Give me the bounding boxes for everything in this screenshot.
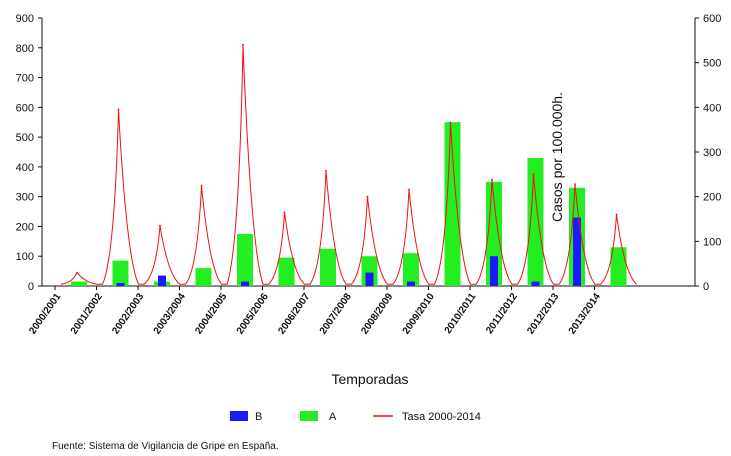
bar-a: [527, 157, 544, 286]
y-tick-label: 900: [16, 13, 34, 25]
series-b-bars: [116, 217, 581, 286]
bar-a: [71, 281, 87, 286]
bar-b: [490, 256, 498, 286]
bar-b: [116, 283, 125, 286]
rate-line-peak-point: [200, 184, 203, 187]
x-tick-label: 2005/2006: [235, 291, 271, 336]
bar-a: [444, 122, 461, 286]
legend-swatch-a: [300, 411, 318, 421]
rate-line-peak-point: [283, 211, 286, 214]
rate-line-peak-point: [366, 195, 369, 198]
chart-axes: 0 100 200 300 400 500 600 700 800 900 0 100 200 300 40…: [16, 13, 722, 293]
bar-b: [241, 281, 249, 286]
rate-line-peak-point: [76, 271, 78, 274]
legend-swatch-b: [230, 411, 248, 421]
y2-tick-label: 400: [703, 102, 721, 114]
x-tick-label: 2002/2003: [110, 291, 146, 336]
legend-label-b: B: [255, 411, 262, 423]
y-tick-label: 0: [28, 281, 34, 293]
rate-line-peak-point: [532, 173, 535, 176]
y-tick-label: 400: [16, 162, 34, 174]
x-axis-label: Temporadas: [331, 371, 408, 387]
y-tick-label: 600: [16, 102, 34, 114]
y-tick-label: 100: [16, 251, 34, 263]
x-tick-label: 2011/2012: [484, 291, 520, 336]
bar-a: [403, 253, 419, 286]
rate-line-peak-point: [574, 183, 576, 186]
legend-label-a: A: [329, 411, 337, 423]
rate-line-peak-point: [159, 224, 161, 227]
y2-tick-label: 100: [703, 236, 721, 248]
rate-line-peak-point: [491, 178, 493, 181]
bar-b: [573, 217, 581, 286]
bar-a: [195, 268, 212, 286]
rate-line-peak-point: [117, 108, 120, 111]
bar-a: [320, 248, 336, 286]
x-tick-label: 2001/2002: [69, 291, 105, 336]
legend: B A Tasa 2000-2014: [230, 411, 481, 423]
y-tick-label: 700: [16, 73, 34, 85]
y2-tick-label: 0: [703, 281, 709, 293]
y2-tick-label: 300: [703, 147, 721, 159]
rate-line-peak-point: [325, 169, 327, 172]
y2-tick-label: 600: [703, 13, 721, 25]
chart-labels: 2000/2001 2001/2002 2002/2003 2003/2004 2004…: [27, 291, 603, 336]
x-tick-label: 2007/2008: [318, 291, 354, 336]
y-tick-label: 200: [16, 221, 34, 233]
x-tick-label: 2008/2009: [359, 291, 395, 336]
x-tick-label: 2010/2011: [443, 291, 479, 336]
x-tick-label: 2003/2004: [152, 291, 188, 336]
bar-b: [531, 281, 540, 286]
series-a-bars: [71, 122, 627, 286]
rate-line-peak-point: [408, 188, 410, 191]
bar-a: [278, 257, 295, 286]
bar-a: [112, 260, 129, 286]
y2-tick-label: 200: [703, 192, 721, 204]
y-tick-label: 800: [16, 43, 34, 55]
x-tick-label: 2009/2010: [401, 291, 437, 336]
bar-b: [158, 275, 166, 286]
y-tick-label: 500: [16, 132, 34, 144]
rate-line-peak-point: [242, 43, 244, 46]
bar-b: [407, 281, 415, 286]
x-tick-label: 2006/2007: [276, 291, 312, 336]
rate-line-peak-point: [615, 213, 618, 216]
x-tick-label: 2000/2001: [27, 291, 63, 336]
y-tick-label: 300: [16, 192, 34, 204]
x-tick-label: 2013/2014: [567, 291, 603, 336]
legend-label-rate: Tasa 2000-2014: [402, 411, 481, 423]
bar-a: [610, 247, 627, 286]
x-tick-label: 2012/2013: [525, 291, 561, 336]
y2-tick-label: 500: [703, 58, 721, 70]
source-note: Fuente: Sistema de Vigilancia de Gripe e…: [52, 441, 279, 452]
x-tick-label: 2004/2005: [193, 291, 229, 336]
y2-axis-label: Casos por 100.000h.: [549, 92, 565, 222]
bar-b: [365, 272, 374, 286]
series-rate-line: [60, 43, 637, 285]
rate-line-peak-point: [449, 121, 452, 124]
bar-a: [237, 233, 253, 286]
